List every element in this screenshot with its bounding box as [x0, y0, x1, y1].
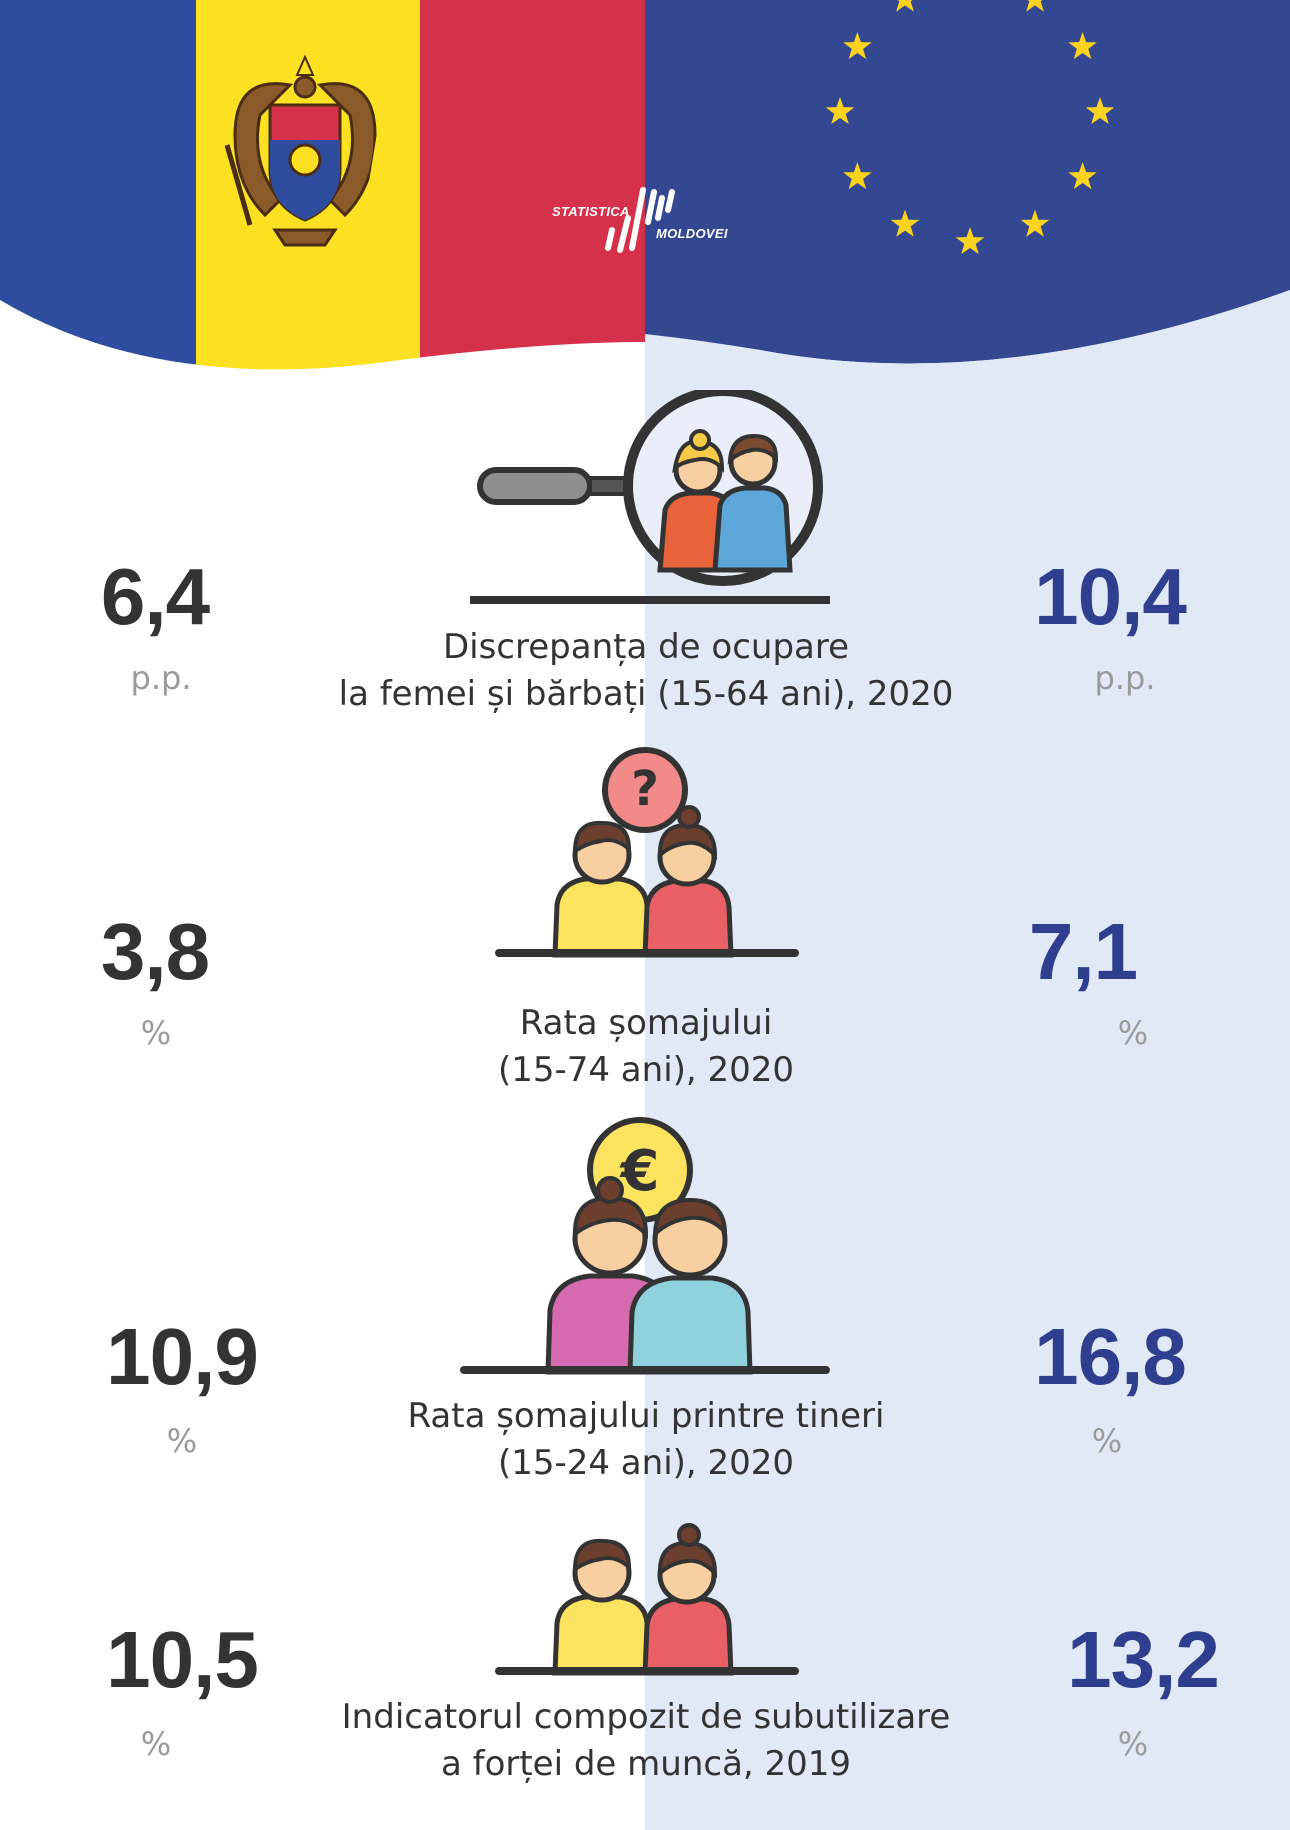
eu-star-icon: [896, 0, 914, 12]
logo-text-moldovei: MOLDOVEI: [656, 226, 728, 241]
logo-bars-icon: [605, 187, 675, 253]
eu-star-icon: [843, 32, 872, 60]
md-value-unemployment-rate: 3,8: [100, 907, 210, 996]
md-value-labour-underutilisation: 10,5: [106, 1615, 259, 1704]
caption-labour-underutilisation-line1: Indicatorul compozit de subutilizare: [341, 1697, 951, 1737]
eu-unit-youth-unemployment: %: [1091, 1422, 1123, 1460]
caption-employment-gap-line1: Discrepanța de ocupare: [442, 627, 850, 667]
eu-unit-unemployment-rate: %: [1117, 1014, 1149, 1052]
flags-header: [0, 0, 1290, 400]
md-unit-unemployment-rate: %: [140, 1014, 172, 1052]
magnifier-couple-icon: [470, 390, 830, 604]
caption-labour-underutilisation-line2: a forței de muncă, 2019: [440, 1744, 852, 1784]
eu-value-labour-underutilisation: 13,2: [1067, 1615, 1220, 1704]
eu-star-icon: [1068, 162, 1097, 190]
caption-unemployment-rate: Rata șomajului (15-74 ani), 2020: [296, 1000, 996, 1094]
caption-employment-gap: Discrepanța de ocupare la femei și bărba…: [296, 624, 996, 718]
eu-unit-employment-gap: p.p.: [1094, 659, 1156, 697]
svg-text:€: €: [619, 1139, 660, 1204]
md-value-youth-unemployment: 10,9: [106, 1312, 259, 1401]
eu-star-icon: [890, 209, 920, 237]
statistica-moldovei-logo: STATISTICA MOLDOVEI: [548, 178, 748, 268]
eu-star-icon: [843, 162, 872, 190]
question-couple-icon: ?: [495, 747, 799, 958]
eu-star-icon: [1068, 32, 1097, 60]
euro-youth-icon: €: [460, 1117, 830, 1375]
eu-value-unemployment-rate: 7,1: [1028, 907, 1138, 996]
eu-star-icon: [825, 97, 855, 125]
eu-star-icon: [1026, 0, 1044, 12]
caption-youth-unemployment: Rata șomajului printre tineri (15-24 ani…: [296, 1393, 996, 1487]
caption-labour-underutilisation: Indicatorul compozit de subutilizare a f…: [296, 1694, 996, 1788]
caption-employment-gap-line2: la femei și bărbați (15-64 ani), 2020: [338, 674, 954, 714]
moldova-flag-red-stripe: [420, 0, 645, 400]
eu-star-icon: [1085, 97, 1115, 125]
eu-value-youth-unemployment: 16,8: [1034, 1312, 1187, 1401]
eu-unit-labour-underutilisation: %: [1117, 1725, 1149, 1763]
logo-text-statistica: STATISTICA: [552, 204, 630, 219]
caption-youth-unemployment-line1: Rata șomajului printre tineri: [407, 1396, 885, 1436]
sad-couple-icon: [495, 1523, 799, 1676]
md-unit-labour-underutilisation: %: [140, 1725, 172, 1763]
md-unit-employment-gap: p.p.: [130, 659, 192, 697]
moldova-coat-of-arms-icon: [224, 54, 386, 247]
eu-value-employment-gap: 10,4: [1034, 552, 1187, 641]
header-wave-right: [645, 290, 1290, 400]
md-value-employment-gap: 6,4: [100, 552, 210, 641]
md-unit-youth-unemployment: %: [166, 1422, 198, 1460]
eu-stars: [825, 0, 1115, 255]
caption-unemployment-rate-line2: (15-74 ani), 2020: [497, 1050, 795, 1090]
eu-star-icon: [1020, 209, 1050, 237]
eu-star-icon: [955, 227, 985, 255]
caption-unemployment-rate-line1: Rata șomajului: [519, 1003, 773, 1043]
caption-youth-unemployment-line2: (15-24 ani), 2020: [497, 1443, 795, 1483]
svg-text:?: ?: [631, 761, 659, 817]
